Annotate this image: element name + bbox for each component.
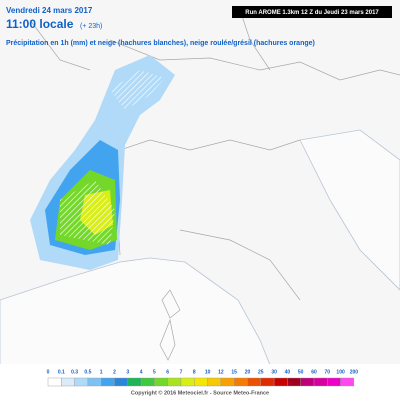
legend-label: 1 <box>100 369 103 375</box>
legend-label: 200 <box>350 369 359 375</box>
map-subtitle: Précipitation en 1h (mm) et neige (hachu… <box>6 40 315 47</box>
lead-time: (+ 23h) <box>80 23 102 30</box>
legend-label: 15 <box>231 369 237 375</box>
legend-label: 6 <box>166 369 169 375</box>
run-info: Run AROME 1.3km 12 Z du Jeudi 23 mars 20… <box>245 10 379 16</box>
run-box <box>232 6 392 18</box>
legend-swatch <box>61 377 75 387</box>
legend-swatch <box>114 377 129 387</box>
legend-label: 0 <box>47 369 50 375</box>
legend-swatch <box>260 377 275 387</box>
legend-swatch <box>247 377 262 387</box>
legend-label: 0.5 <box>84 369 91 375</box>
legend: 0 0.1 0.3 0.5 1 2 3 4 5 6 7 8 10 12 15 20 25 30 40 50 60 70 10… <box>47 369 359 387</box>
legend-label: 70 <box>325 369 331 375</box>
copyright: Copyright © 2016 Meteociel.fr - Source M… <box>131 389 269 396</box>
legend-swatch <box>273 377 288 387</box>
legend-swatch <box>47 377 62 387</box>
legend-label: 3 <box>126 369 129 375</box>
legend-label: 5 <box>153 369 156 375</box>
legend-swatch <box>313 377 328 387</box>
legend-swatch <box>220 377 235 387</box>
legend-label: 0.3 <box>71 369 78 375</box>
legend-label: 12 <box>218 369 224 375</box>
legend-swatch <box>140 377 155 387</box>
legend-label: 20 <box>245 369 251 375</box>
legend-label: 8 <box>193 369 196 375</box>
legend-swatch <box>207 377 222 387</box>
legend-label: 7 <box>180 369 183 375</box>
legend-label: 100 <box>336 369 345 375</box>
legend-label: 4 <box>140 369 143 375</box>
legend-label: 25 <box>258 369 264 375</box>
legend-swatch <box>74 377 89 387</box>
legend-swatch <box>340 377 355 387</box>
legend-label: 30 <box>271 369 277 375</box>
legend-swatch <box>167 377 182 387</box>
legend-swatch <box>154 377 168 387</box>
legend-swatch <box>287 377 301 387</box>
legend-label: 10 <box>205 369 211 375</box>
legend-label: 40 <box>285 369 291 375</box>
legend-label: 60 <box>311 369 317 375</box>
legend-swatch <box>100 377 115 387</box>
legend-swatch <box>87 377 102 387</box>
legend-swatch <box>233 377 248 387</box>
legend-label: 0.1 <box>58 369 65 375</box>
precipitation <box>30 55 175 270</box>
legend-swatch <box>194 377 208 387</box>
adriatic-sea <box>299 129 400 291</box>
forecast-time: 11:00 locale <box>6 17 74 31</box>
legend-label: 50 <box>298 369 304 375</box>
legend-label: 2 <box>113 369 116 375</box>
legend-swatch <box>127 377 142 387</box>
legend-swatch <box>327 377 341 387</box>
legend-swatch <box>300 377 315 387</box>
forecast-date: Vendredi 24 mars 2017 <box>6 6 93 15</box>
legend-swatch <box>180 377 195 387</box>
